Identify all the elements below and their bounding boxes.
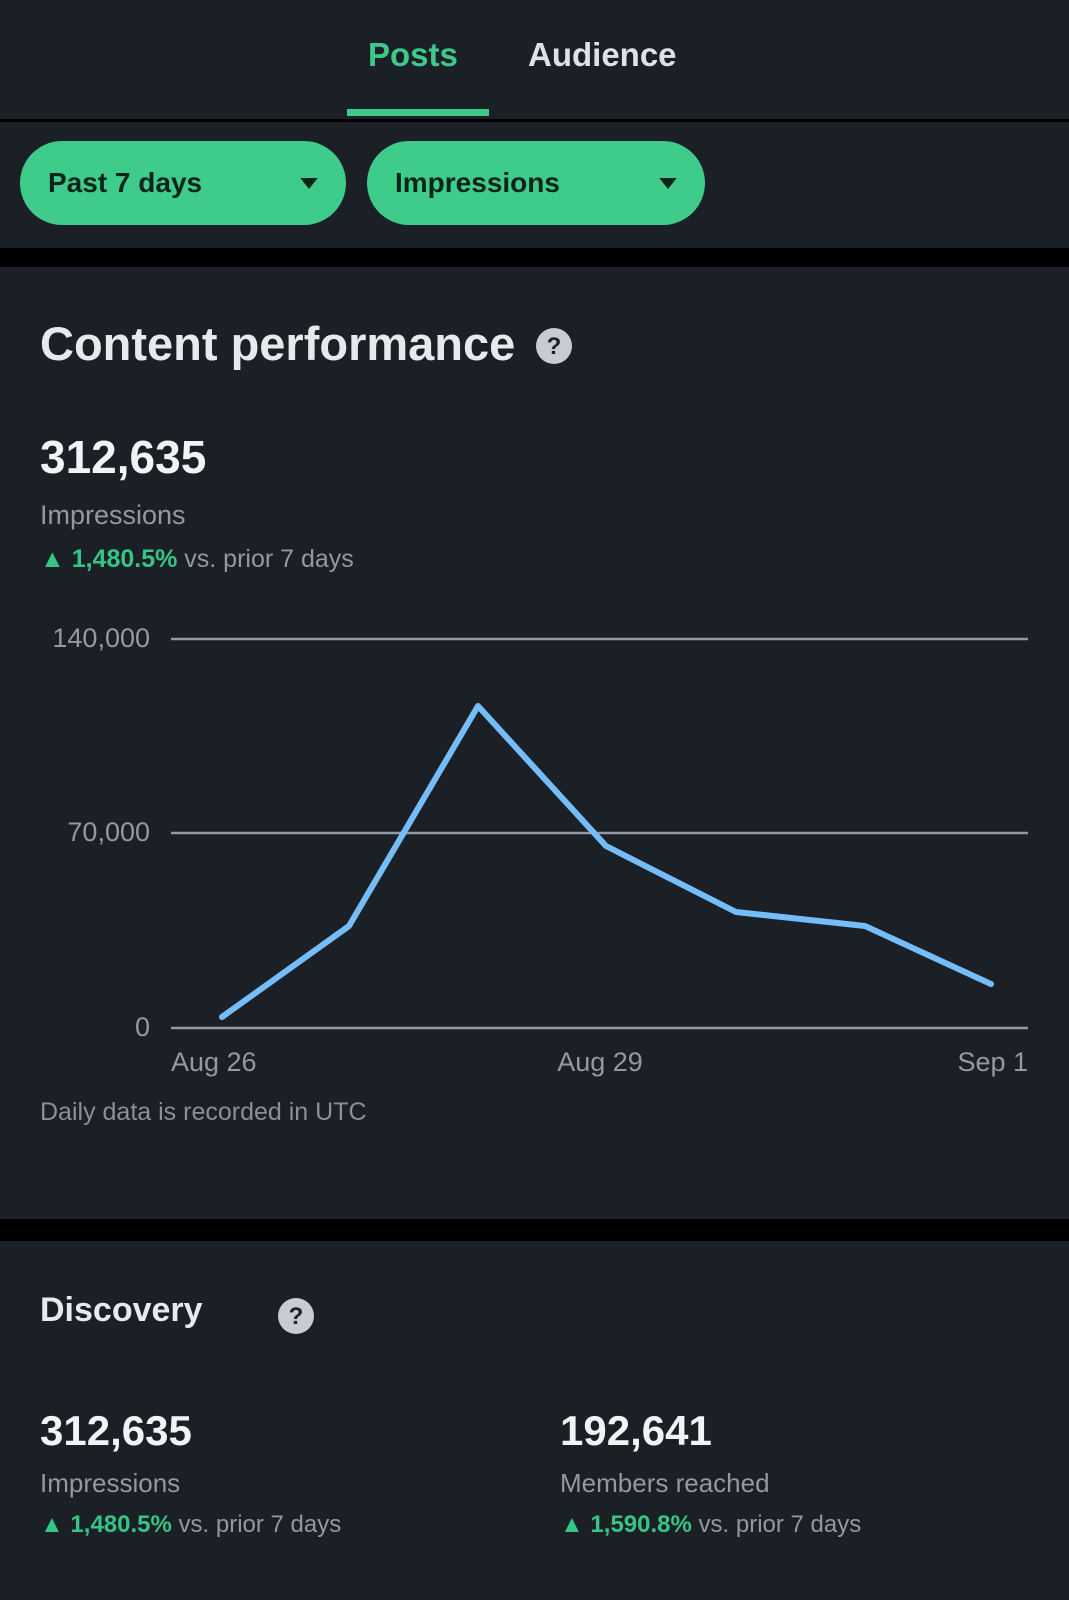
svg-text:70,000: 70,000 — [67, 817, 150, 847]
svg-text:Sep 1: Sep 1 — [957, 1047, 1028, 1077]
svg-text:Aug 29: Aug 29 — [557, 1047, 643, 1077]
svg-text:0: 0 — [135, 1012, 150, 1042]
svg-text:?: ? — [547, 333, 562, 360]
svg-text:?: ? — [289, 1303, 304, 1330]
svg-text:Aug 26: Aug 26 — [171, 1047, 257, 1077]
svg-text:140,000: 140,000 — [52, 623, 150, 653]
